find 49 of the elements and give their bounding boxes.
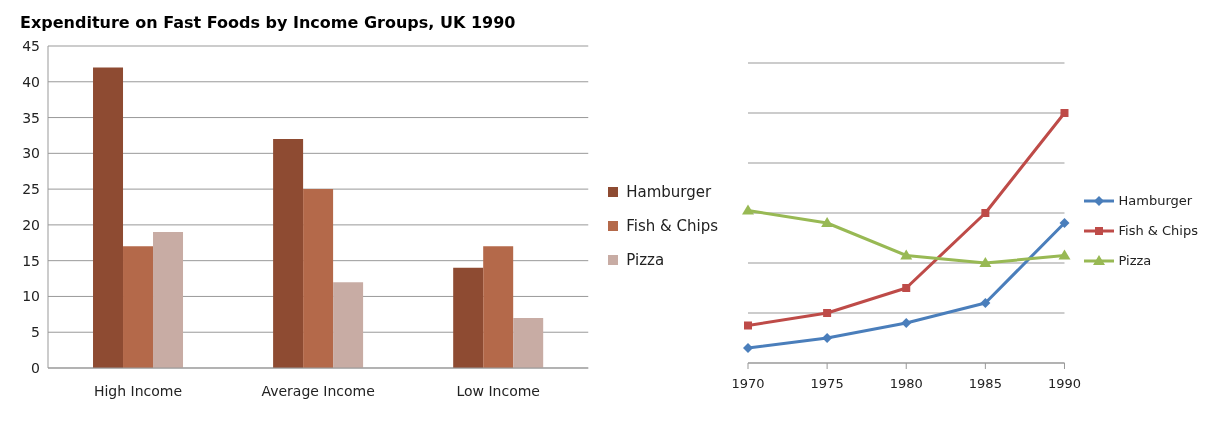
point [979,257,992,267]
x-tick-label: Average Income [261,382,375,399]
y-tick-label: 0 [31,359,40,376]
x-tick-label: 1990 [1047,376,1082,392]
point [980,298,991,308]
point [981,209,990,217]
point [821,217,834,227]
legend-label: Hamburger [626,182,712,201]
point [1060,109,1069,117]
y-tick-label: 25 [22,181,40,198]
y-tick-label: 35 [22,109,40,126]
x-tick-label: High Income [93,382,183,399]
x-tick-label: Low Income [456,382,540,399]
point [822,333,833,343]
legend-label: Pizza [1118,251,1152,270]
bar [123,246,154,368]
point [743,343,753,353]
x-tick-label: 1980 [889,376,923,392]
bar [93,67,124,368]
legend-label: Fish & Chips [1118,221,1198,240]
point [823,309,832,317]
bar [303,189,334,368]
legend-label: Fish & Chips [626,216,718,235]
y-tick-label: 5 [31,324,40,341]
y-tick-label: 20 [22,216,40,233]
point [742,204,754,215]
bar [453,267,484,368]
bar [153,232,184,368]
bar [333,282,364,368]
point [744,321,752,330]
point [1059,218,1070,228]
legend-label: Hamburger [1118,191,1193,210]
point [901,318,912,328]
bar [273,139,304,368]
point [900,249,913,260]
bar [483,246,514,368]
legend-label: Pizza [626,250,665,269]
x-tick-label: 1975 [810,376,844,392]
y-tick-label: 15 [22,252,40,269]
chart-title: Expenditure on Fast Foods by Income Groups, UK 1990 [19,12,517,34]
y-tick-label: 10 [22,288,40,305]
x-tick-label: 1970 [731,376,765,392]
y-tick-label: 45 [22,37,40,54]
x-tick-label: 1985 [968,376,1002,392]
point [902,284,911,292]
point [1058,249,1071,260]
y-tick-label: 40 [22,73,40,90]
bar [513,317,544,368]
y-tick-label: 30 [22,145,40,162]
